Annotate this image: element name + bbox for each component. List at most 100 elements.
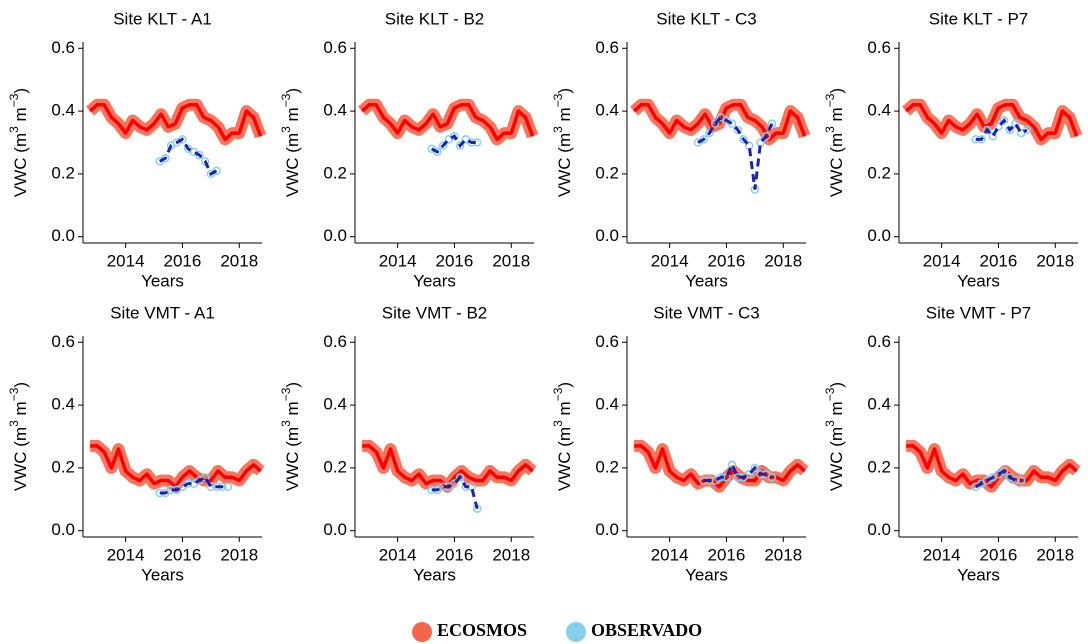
y-tick-label: 0.4 [595, 101, 619, 120]
y-axis-title-part: m [555, 401, 574, 420]
observed-line [974, 469, 1022, 489]
x-tick-label: 2014 [107, 545, 145, 564]
x-axis-title: Years [141, 271, 184, 290]
y-axis-title-part: −3 [823, 387, 837, 401]
panel-title: Site VMT - C3 [653, 303, 759, 322]
observed-point [1005, 125, 1015, 135]
y-tick-label: 0.2 [51, 457, 75, 476]
y-tick-label: 0.2 [867, 457, 891, 476]
observed-point [1016, 476, 1026, 485]
observed-point [195, 150, 204, 160]
y-axis-title-part: 3 [551, 126, 565, 133]
y-axis-title: VWC (m3 m−3) [279, 382, 302, 491]
panel-title: Site KLT - C3 [656, 9, 756, 28]
legend-label: ECOSMOS [437, 620, 527, 640]
x-tick-label: 2014 [651, 545, 689, 564]
y-tick-label: 0.0 [595, 226, 619, 245]
observed-point [982, 125, 992, 135]
y-axis-title: VWC (m3 m−3) [7, 88, 30, 197]
y-tick-label: 0.0 [867, 226, 891, 245]
observed-line [430, 134, 478, 154]
x-axis-title: Years [141, 565, 184, 584]
y-axis-title: VWC (m3 m−3) [7, 382, 30, 491]
x-tick-label: 2016 [436, 545, 474, 564]
y-axis-title-part: VWC (m [827, 133, 846, 197]
y-tick-label: 0.4 [51, 395, 75, 414]
x-tick-label: 2014 [107, 251, 145, 270]
observed-point [433, 147, 442, 157]
observed-point [744, 469, 754, 479]
x-tick-label: 2016 [164, 545, 202, 564]
panel-title: Site KLT - P7 [929, 9, 1029, 28]
y-axis-title-part: ) [555, 88, 574, 94]
y-tick-label: 0.6 [323, 332, 347, 351]
y-tick-label: 0.6 [867, 38, 891, 57]
y-axis-title-part: m [283, 401, 302, 420]
x-tick-label: 2018 [492, 545, 530, 564]
model-line [360, 103, 535, 142]
observed-point [999, 466, 1009, 476]
y-tick-label: 0.0 [323, 226, 347, 245]
panel: 0.0 0.2 0.4 0.6 2014 2016 2018 Years Site VMT - … [823, 303, 1081, 584]
observed-point [223, 482, 233, 491]
observed-line [431, 474, 479, 510]
observed-point [988, 131, 998, 141]
x-tick-label: 2016 [436, 251, 474, 270]
observed-point [710, 119, 720, 128]
y-tick-label: 0.4 [323, 395, 347, 414]
y-axis-title-part: VWC (m [283, 427, 302, 491]
y-tick-label: 0.0 [867, 520, 891, 539]
model-line [88, 103, 263, 142]
y-axis-title-part: VWC (m [283, 133, 302, 197]
y-axis-title-part: m [555, 107, 574, 126]
x-tick-label: 2018 [220, 251, 258, 270]
x-tick-label: 2018 [764, 251, 802, 270]
y-tick-label: 0.2 [323, 163, 347, 182]
observed-point [455, 473, 465, 482]
y-axis-title: VWC (m3 m−3) [279, 88, 302, 197]
observed-point [178, 135, 187, 144]
y-axis-title-part: ) [283, 88, 302, 94]
y-axis-title-part: −3 [279, 387, 293, 401]
y-tick-label: 0.0 [51, 520, 75, 539]
x-tick-label: 2016 [708, 251, 746, 270]
x-axis-title: Years [685, 271, 728, 290]
observed-point [212, 166, 221, 176]
observed-point [739, 135, 748, 144]
panel: 0.0 0.2 0.4 0.6 2014 2016 2018 Years Site KLT - … [279, 9, 539, 290]
y-axis-title-part: 3 [279, 420, 293, 427]
y-axis-title-part: −3 [7, 387, 21, 401]
y-axis-title: VWC (m3 m−3) [823, 88, 846, 197]
observed-point [994, 122, 1003, 132]
y-axis-title-part: m [11, 107, 30, 126]
y-axis-title-part: 3 [823, 126, 837, 133]
y-axis-title-part: −3 [279, 93, 293, 107]
x-tick-label: 2018 [1036, 251, 1074, 270]
panel: 0.0 0.2 0.4 0.6 2014 2016 2018 Years Site KLT - … [551, 9, 811, 290]
panel: 0.0 0.2 0.4 0.6 2014 2016 2018 Years Site KLT - … [823, 9, 1083, 290]
observed-line [975, 118, 1028, 141]
observed-line [703, 461, 773, 482]
y-tick-label: 0.2 [867, 163, 891, 182]
x-tick-label: 2018 [1036, 545, 1074, 564]
y-axis-title-part: m [11, 401, 30, 420]
x-tick-label: 2016 [708, 545, 746, 564]
y-axis-title-part: ) [827, 88, 846, 94]
x-tick-label: 2018 [764, 545, 802, 564]
y-tick-label: 0.0 [595, 520, 619, 539]
y-axis-title-part: VWC (m [11, 133, 30, 197]
y-tick-label: 0.6 [595, 38, 619, 57]
y-tick-label: 0.6 [595, 332, 619, 351]
y-axis-title-part: VWC (m [827, 427, 846, 491]
y-tick-label: 0.6 [51, 38, 75, 57]
observed-line [697, 115, 774, 190]
observed-point [1011, 119, 1020, 128]
observed-point [750, 463, 760, 473]
y-tick-label: 0.2 [51, 163, 75, 182]
x-tick-label: 2016 [980, 545, 1018, 564]
y-axis-title-part: 3 [279, 126, 293, 133]
x-tick-label: 2014 [379, 545, 417, 564]
y-tick-label: 0.6 [323, 38, 347, 57]
y-tick-label: 0.4 [51, 101, 75, 120]
x-axis-title: Years [413, 565, 456, 584]
